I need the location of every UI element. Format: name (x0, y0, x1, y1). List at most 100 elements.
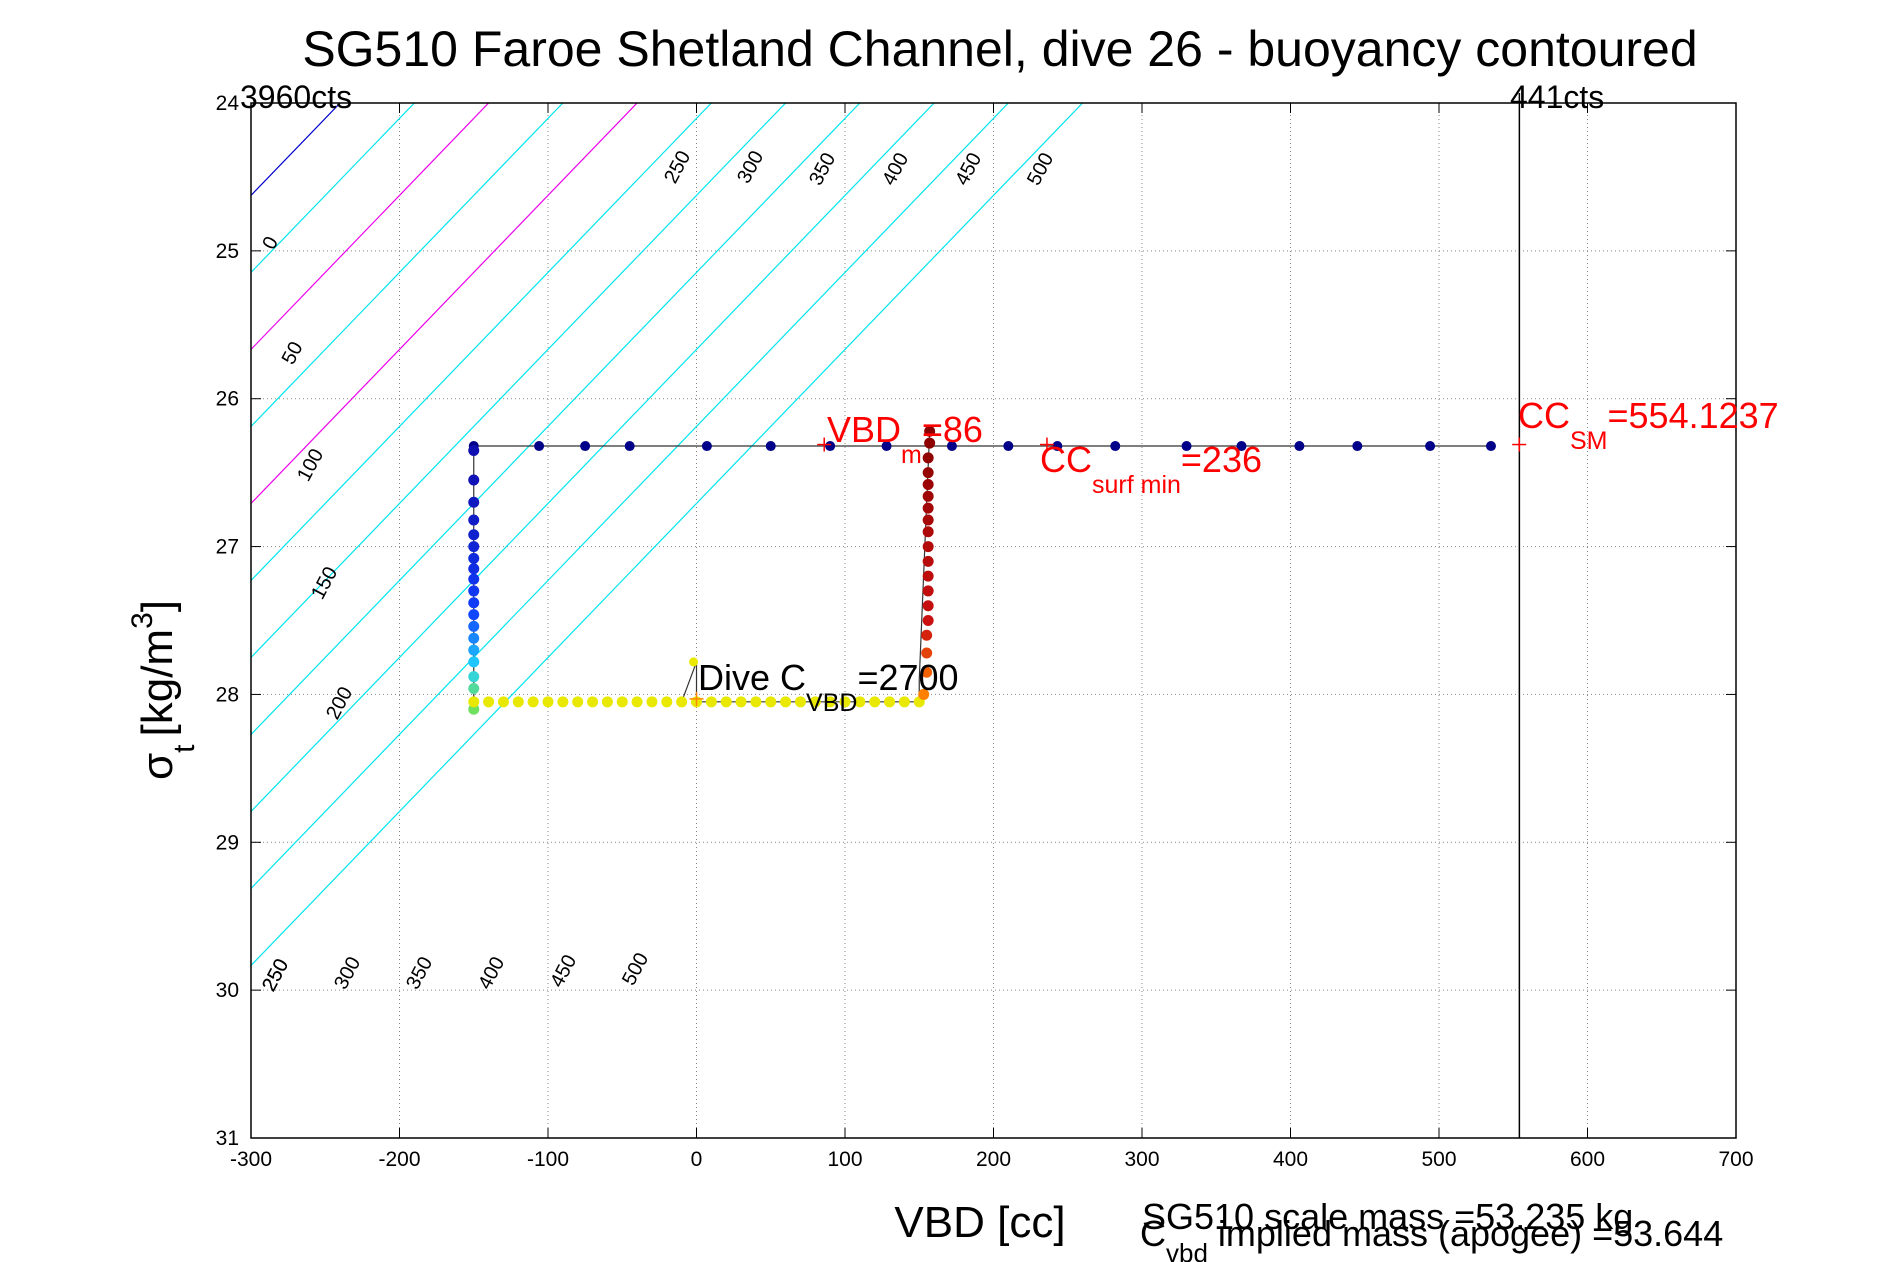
data-point-climb (922, 467, 934, 479)
data-point-surface-pumping (534, 441, 545, 452)
data-point-apogee (720, 696, 732, 708)
vbd-m-annotation: VBDm=86 (827, 409, 983, 469)
contour-line-100 (251, 103, 490, 351)
y-axis-ticks: 24 25 26 27 28 29 30 31 (216, 92, 1736, 1150)
data-point-surface-pumping (825, 441, 836, 452)
vbd-m-value: =86 (922, 409, 983, 450)
data-point-apogee (542, 696, 554, 708)
data-point-climb (922, 615, 934, 626)
data-point-climb (922, 526, 934, 538)
data-point-surface-pumping (624, 441, 635, 452)
data-point-apogee (587, 696, 599, 708)
x-tick-label: 400 (1273, 1148, 1308, 1171)
y-axis-label: σt [kg/m3] (126, 600, 201, 780)
data-point-climb (922, 585, 934, 597)
y-label-sup: 3 (126, 612, 159, 629)
cc-surf-main: CC (1040, 439, 1092, 480)
y-tick-label: 27 (216, 536, 239, 559)
data-point-climb (922, 452, 934, 464)
contour-line-250 (251, 103, 712, 582)
data-point-apogee (483, 696, 495, 708)
implied-main: C (1140, 1213, 1166, 1254)
data-point-apogee (601, 696, 613, 708)
y-tick-label: 28 (216, 683, 239, 706)
data-point-apogee (839, 696, 851, 708)
data-point-climb (922, 570, 934, 582)
data-point-apogee (794, 696, 806, 708)
data-series (468, 425, 1496, 715)
x-tick-label: 700 (1718, 1148, 1753, 1171)
y-tick-label: 25 (216, 240, 239, 263)
x-tick-label: -100 (527, 1148, 569, 1171)
data-point-apogee (705, 696, 717, 708)
chart-title: SG510 Faroe Shetland Channel, dive 26 - … (302, 21, 1697, 77)
cc-sm-main: CC (1518, 395, 1570, 436)
data-point-dive-descent (468, 644, 480, 656)
data-point-dive-descent (468, 474, 480, 486)
dive-value: =2700 (857, 657, 958, 698)
data-point-climb (922, 478, 934, 490)
data-point-dive-descent (468, 632, 480, 644)
data-point-dive-descent (468, 529, 480, 541)
data-point-surface-pumping (580, 441, 591, 452)
data-point-climb (921, 629, 933, 641)
implied-mass-text: Cvbd implied mass (apogee) =53.644 (1140, 1213, 1723, 1262)
data-point-climb (922, 600, 934, 612)
data-point-apogee (646, 696, 658, 708)
data-point-dive-descent (468, 609, 480, 621)
data-point-surface-pumping (1236, 441, 1247, 452)
dive-sub: VBD (806, 689, 857, 717)
y-label-close: ] (133, 600, 182, 612)
data-point-surface-pumping (765, 441, 776, 452)
vbd-m-sub: m (901, 441, 922, 469)
data-point-apogee (572, 696, 584, 708)
data-point-apogee (809, 696, 821, 708)
x-tick-label: 200 (976, 1148, 1011, 1171)
data-point-surface-pumping (881, 441, 892, 452)
data-point-surface-pumping (1052, 441, 1063, 452)
data-point-dive-descent (468, 444, 480, 456)
data-point-apogee (497, 696, 509, 708)
data-point-surface-pumping (1425, 441, 1436, 452)
data-point-surface-pumping (1352, 441, 1363, 452)
x-tick-label: 300 (1124, 1148, 1159, 1171)
data-point-apogee (676, 696, 688, 708)
cc-surf-sub: surf min (1092, 471, 1181, 499)
data-point-dive-descent (468, 671, 480, 683)
data-point-dive-descent (468, 496, 480, 508)
cc-sm-sub: SM (1570, 427, 1608, 455)
trajectory-line-climb (681, 431, 931, 703)
contour-line-350 (251, 103, 861, 736)
x-tick-label: 600 (1570, 1148, 1605, 1171)
data-point-surface-pumping (1485, 441, 1496, 452)
cc-sm-value: =554.1237 (1608, 395, 1779, 436)
contour-line-450 (251, 103, 1009, 890)
x-tick-label: -300 (230, 1148, 272, 1171)
data-point-dive-descent (468, 541, 480, 553)
counts-right-label: 441cts (1510, 79, 1604, 115)
data-point-apogee (527, 696, 539, 708)
scale-mass-text: SG510 scale mass =53.235 kg (1142, 1196, 1633, 1237)
x-tick-label: 500 (1421, 1148, 1456, 1171)
x-tick-label: 100 (827, 1148, 862, 1171)
contour-line-300 (251, 103, 787, 659)
data-point-apogee (735, 696, 747, 708)
data-point-climb (922, 541, 934, 553)
data-point-apogee (616, 696, 628, 708)
data-point-apogee (884, 696, 896, 708)
buoyancy-contours (251, 103, 1084, 967)
data-point-apogee (898, 696, 910, 708)
y-label-units: [kg/m (133, 629, 182, 737)
y-label-sigma: σ (133, 753, 182, 780)
data-point-surface-pumping (1181, 441, 1192, 452)
x-tick-label: 0 (691, 1148, 703, 1171)
data-point-climb (921, 647, 933, 659)
data-point-climb (918, 688, 930, 700)
data-point-apogee (557, 696, 569, 708)
data-point-apogee (824, 696, 836, 708)
data-point-climb (922, 514, 934, 526)
data-point-apogee (512, 696, 524, 708)
cc-sm-annotation: CCSM=554.1237 (1518, 395, 1779, 455)
